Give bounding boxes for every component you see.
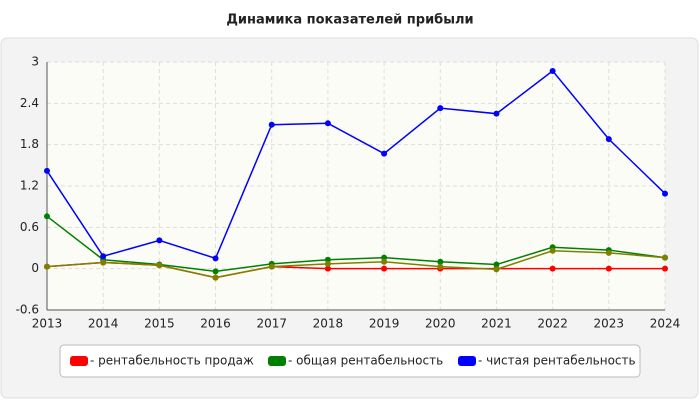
y-tick-label: 1.2 <box>20 179 39 193</box>
x-tick-label: 2013 <box>32 317 63 331</box>
point <box>100 253 107 260</box>
x-tick-label: 2016 <box>200 317 231 331</box>
y-tick-label: 0.6 <box>20 220 39 234</box>
point <box>381 258 388 265</box>
point <box>493 261 500 268</box>
y-tick-label: -0.6 <box>16 303 39 317</box>
point <box>605 136 612 143</box>
point <box>381 265 388 272</box>
point <box>212 268 219 275</box>
y-tick-label: 1.8 <box>20 137 39 151</box>
series-line <box>46 69 666 260</box>
point <box>437 263 444 270</box>
point <box>44 263 50 270</box>
point <box>662 254 668 261</box>
point <box>212 274 219 281</box>
legend <box>59 344 641 378</box>
point <box>549 247 556 254</box>
point <box>268 121 275 128</box>
legend-swatch <box>268 356 286 366</box>
point <box>324 256 331 263</box>
y-tick-label: 3 <box>31 55 39 69</box>
x-tick-label: 2024 <box>650 317 681 331</box>
x-tick-label: 2014 <box>88 317 119 331</box>
point <box>324 260 331 267</box>
legend-swatch <box>70 356 88 366</box>
x-tick-label: 2022 <box>537 317 568 331</box>
point <box>156 237 163 244</box>
point <box>212 255 219 262</box>
legend-label: - общая рентабельность <box>288 354 443 368</box>
point <box>324 120 331 127</box>
x-tick-label: 2020 <box>425 317 456 331</box>
point <box>381 150 388 157</box>
x-tick-label: 2015 <box>144 317 175 331</box>
legend-label: - рентабельность продаж <box>90 354 254 368</box>
y-tick-label: 2.4 <box>20 96 39 110</box>
point <box>156 262 163 269</box>
point <box>100 259 107 266</box>
series-line <box>46 250 666 279</box>
x-tick-label: 2018 <box>313 317 344 331</box>
point <box>549 67 556 74</box>
point <box>324 265 331 272</box>
point <box>662 190 668 197</box>
point <box>493 266 500 273</box>
point <box>605 249 612 256</box>
point <box>437 105 444 112</box>
series-line <box>46 215 666 273</box>
point <box>605 265 612 272</box>
point <box>549 265 556 272</box>
point <box>662 265 668 272</box>
legend-swatch <box>458 356 476 366</box>
x-tick-label: 2023 <box>594 317 625 331</box>
point <box>268 263 275 270</box>
point <box>44 213 50 220</box>
legend-label: - чистая рентабельность <box>478 354 636 368</box>
point <box>381 254 388 261</box>
x-tick-label: 2019 <box>369 317 400 331</box>
point <box>44 167 50 174</box>
chart-title: Динамика показателей прибыли <box>226 13 473 28</box>
point <box>437 258 444 265</box>
x-tick-label: 2021 <box>481 317 512 331</box>
point <box>493 110 500 117</box>
x-tick-label: 2017 <box>256 317 287 331</box>
y-tick-label: 0 <box>31 261 39 275</box>
